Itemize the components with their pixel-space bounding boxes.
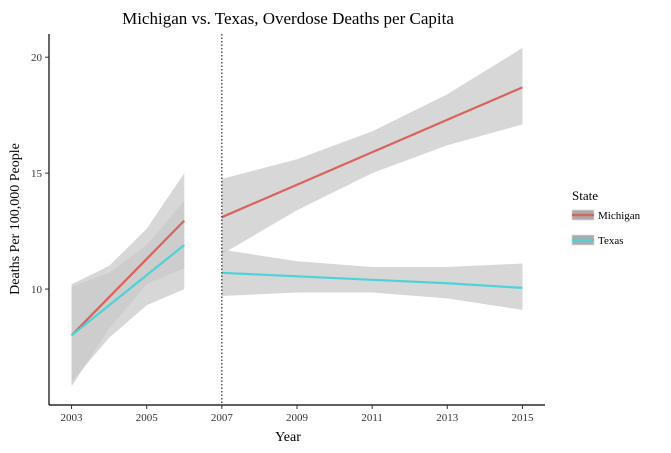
michigan-trend-line-1	[70, 219, 186, 337]
y-tick-label: 20	[31, 52, 43, 64]
y-axis-ticks: 10 15 20	[31, 52, 49, 296]
legend: State Michigan Texas	[571, 188, 641, 247]
legend-title: State	[572, 188, 598, 203]
michigan-trend-line-2	[221, 86, 523, 219]
texas-trend-line-1	[70, 244, 185, 337]
y-tick-label: 15	[31, 168, 43, 180]
x-tick-label: 2007	[211, 412, 234, 424]
chart-title: Michigan vs. Texas, Overdose Deaths per …	[122, 9, 454, 28]
texas-trend-line-2	[221, 271, 523, 290]
x-tick-label: 2015	[511, 412, 534, 424]
legend-label-texas: Texas	[598, 235, 624, 247]
y-axis-title: Deaths Per 100,000 People	[8, 143, 23, 295]
legend-label-michigan: Michigan	[598, 210, 641, 222]
x-tick-label: 2013	[436, 412, 459, 424]
trend-lines	[70, 86, 523, 337]
x-axis-title: Year	[275, 430, 301, 445]
confidence-bands	[71, 47, 523, 387]
x-tick-label: 2005	[136, 412, 159, 424]
x-tick-label: 2009	[286, 412, 309, 424]
x-tick-label: 2011	[361, 412, 383, 424]
y-tick-label: 10	[31, 284, 43, 296]
x-tick-label: 2003	[61, 412, 84, 424]
x-axis-ticks: 2003 2005 2007 2009 2011 2013 2015	[61, 405, 534, 424]
